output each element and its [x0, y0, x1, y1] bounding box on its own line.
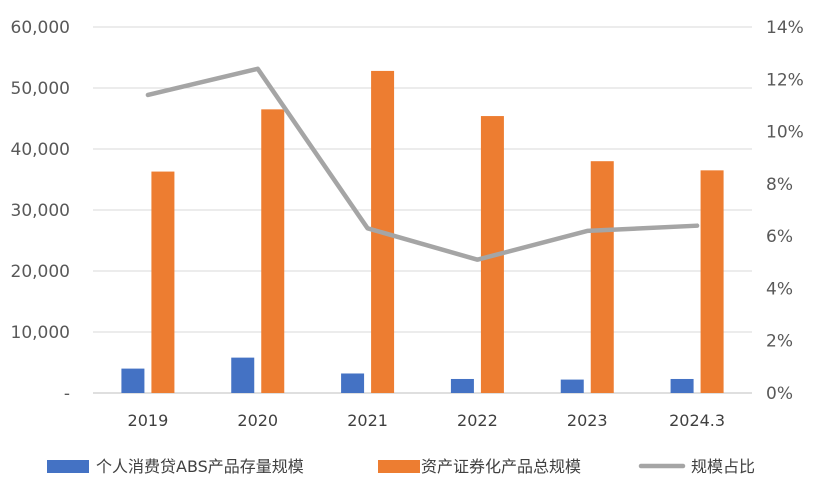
bar: [151, 171, 175, 393]
y-tick-label: 40,000: [11, 140, 70, 160]
y2-tick-label: 12%: [766, 70, 804, 90]
bar: [700, 170, 724, 393]
bar-series: [121, 70, 724, 394]
bar: [231, 357, 255, 393]
bar: [670, 378, 694, 393]
y2-tick-label: 8%: [766, 175, 793, 195]
gridlines: [93, 26, 752, 394]
x-tick-label: 2024.3: [669, 411, 725, 430]
bar: [590, 161, 614, 393]
legend: 个人消费贷ABS产品存量规模 资产证券化产品总规模 规模占比: [47, 457, 755, 476]
y-tick-label: 50,000: [11, 79, 70, 99]
line-series: [145, 66, 700, 262]
y-tick-label: 60,000: [11, 18, 70, 38]
bar: [560, 379, 584, 393]
right-axis: 0% 2% 4% 6% 8% 10% 12% 14%: [766, 18, 804, 404]
bar: [450, 378, 474, 393]
x-axis-labels: 2019 2020 2021 2022 2023 2024.3: [128, 411, 726, 430]
series-line: [145, 66, 700, 262]
x-tick-label: 2019: [128, 411, 169, 430]
y-tick-label: -: [64, 384, 70, 404]
legend-label: 资产证券化产品总规模: [421, 457, 581, 476]
x-tick-label: 2021: [347, 411, 388, 430]
bar: [121, 368, 145, 393]
legend-swatch: [378, 460, 420, 473]
bar: [261, 109, 285, 393]
left-axis: - 10,000 20,000 30,000 40,000 50,000 60,000: [11, 18, 70, 404]
x-tick-label: 2023: [567, 411, 608, 430]
y-tick-label: 30,000: [11, 201, 70, 221]
y2-tick-label: 6%: [766, 227, 793, 247]
y2-tick-label: 2%: [766, 332, 793, 352]
legend-label: 个人消费贷ABS产品存量规模: [96, 457, 304, 476]
bar: [341, 373, 365, 393]
y2-tick-label: 14%: [766, 18, 804, 38]
y2-tick-label: 0%: [766, 384, 793, 404]
legend-label: 规模占比: [691, 457, 755, 476]
legend-swatch: [47, 460, 89, 473]
y2-tick-label: 4%: [766, 279, 793, 299]
y-tick-label: 20,000: [11, 262, 70, 282]
x-tick-label: 2022: [457, 411, 498, 430]
x-tick-label: 2020: [237, 411, 278, 430]
y-tick-label: 10,000: [11, 323, 70, 343]
y2-tick-label: 10%: [766, 123, 804, 143]
